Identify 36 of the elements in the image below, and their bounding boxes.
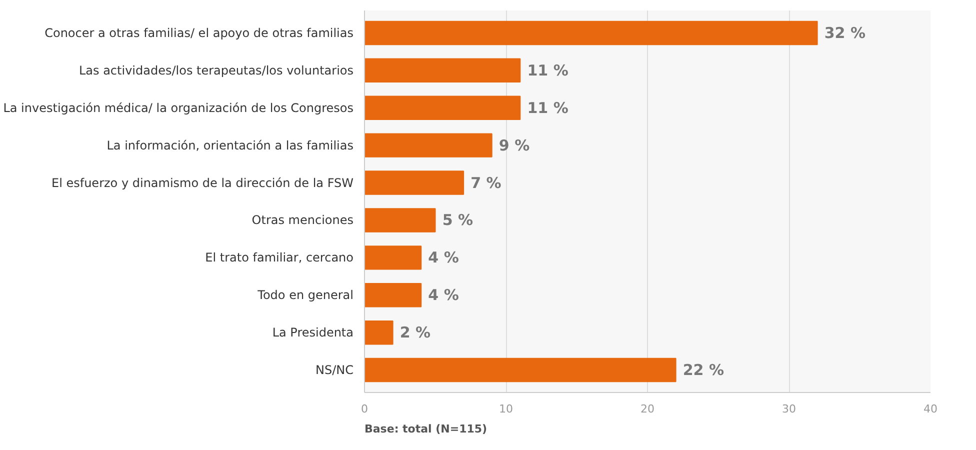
y-tick-label: El esfuerzo y dinamismo de la dirección de la FSW bbox=[51, 176, 354, 190]
text: Base: total (N=115) bbox=[364, 422, 488, 436]
bar bbox=[364, 283, 422, 308]
bar bbox=[364, 20, 818, 46]
x-tick-label: 40 bbox=[924, 402, 938, 416]
data-label: 22 % bbox=[682, 361, 724, 380]
data-label: 7 % bbox=[470, 174, 502, 192]
x-tick-label: 30 bbox=[782, 402, 796, 416]
bar bbox=[364, 208, 436, 232]
y-tick-label: Todo en general bbox=[256, 288, 354, 302]
y-tick-label: La investigación médica/ la organización de los Congresos bbox=[3, 100, 354, 115]
data-label: 4 % bbox=[428, 286, 459, 304]
x-tick-label: 0 bbox=[361, 402, 368, 416]
data-label: 4 % bbox=[428, 248, 459, 267]
bar bbox=[364, 358, 676, 382]
data-label: 11 % bbox=[527, 98, 568, 117]
data-label: 32 % bbox=[824, 24, 866, 42]
y-tick-label: Las actividades/los terapeutas/los voluntarios bbox=[78, 63, 354, 78]
x-tick-label: 10 bbox=[499, 402, 513, 416]
y-tick-label: NS/NC bbox=[316, 363, 354, 378]
x-tick-label: 20 bbox=[640, 402, 654, 416]
data-label: 2 % bbox=[400, 324, 431, 342]
bar bbox=[364, 96, 521, 120]
y-tick-label: Conocer a otras familias/ el apoyo de otras familias bbox=[44, 26, 354, 40]
y-tick-label: El trato familiar, cercano bbox=[205, 250, 354, 265]
y-tick-label: La información, orientación a las familias bbox=[106, 138, 354, 152]
bar bbox=[364, 58, 521, 83]
y-tick-label: Otras menciones bbox=[252, 213, 354, 228]
y-tick-label: La Presidenta bbox=[272, 326, 354, 340]
data-label: 11 % bbox=[527, 61, 568, 80]
bar bbox=[364, 170, 464, 195]
bar bbox=[364, 133, 492, 158]
data-label: 9 % bbox=[498, 136, 530, 154]
bar bbox=[364, 320, 394, 345]
data-label: 5 % bbox=[442, 211, 474, 230]
bar bbox=[364, 246, 422, 270]
